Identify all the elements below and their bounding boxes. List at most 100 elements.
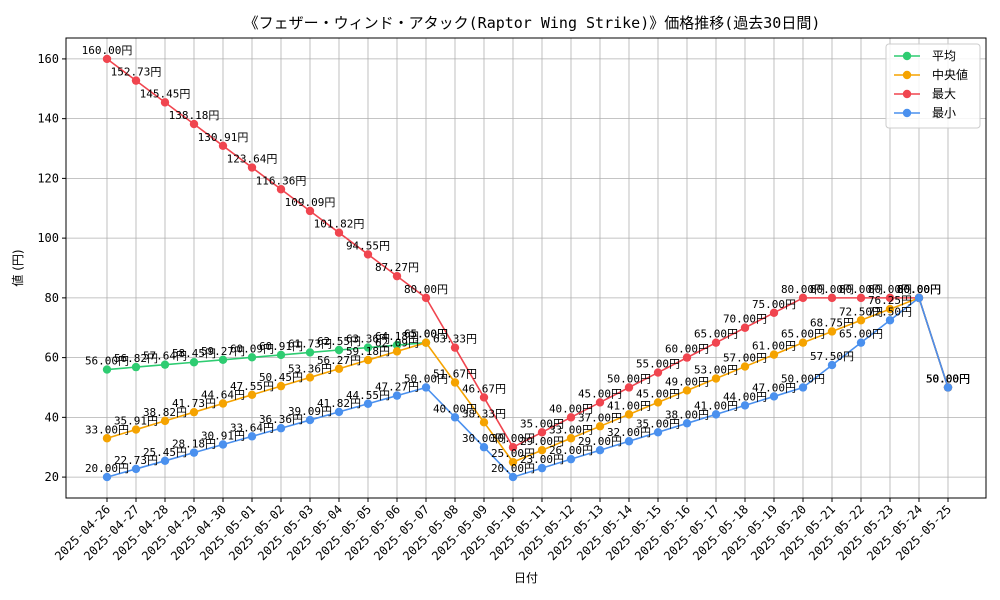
data-point [740, 323, 750, 332]
data-point [798, 338, 808, 347]
data-label: 63.33円 [433, 333, 477, 346]
legend-item: 最大 [894, 87, 956, 101]
data-point [537, 446, 547, 455]
y-tick-label: 160 [37, 52, 59, 66]
plot-area [65, 37, 987, 499]
data-label: 59.27円 [201, 345, 245, 358]
y-tick-label: 120 [37, 171, 59, 185]
data-point [247, 353, 257, 362]
data-label: 80.00円 [868, 283, 912, 296]
data-label: 80.00円 [839, 283, 883, 296]
data-point [363, 399, 373, 408]
data-label: 152.73円 [111, 66, 162, 79]
data-label: 80.00円 [897, 283, 941, 296]
data-label: 50.00円 [781, 372, 825, 385]
data-point [479, 418, 489, 427]
data-label: 44.55円 [346, 389, 390, 402]
data-point [798, 383, 808, 392]
y-tick-label: 60 [45, 351, 59, 365]
data-label: 50.00円 [607, 372, 651, 385]
y-axis-label: 値 (円) [10, 249, 25, 286]
data-labels: 56.00円56.82円57.64円58.45円59.27円60.09円60.9… [82, 44, 970, 475]
data-point [276, 381, 286, 391]
data-label: 123.64円 [227, 153, 278, 166]
data-point [334, 364, 344, 373]
data-point [160, 456, 170, 466]
data-label: 26.00円 [549, 444, 593, 457]
data-point [392, 347, 402, 356]
data-point [537, 463, 547, 473]
data-point [421, 338, 431, 347]
data-point [189, 119, 199, 129]
data-label: 62.09円 [375, 336, 419, 349]
legend-box [885, 43, 981, 129]
data-point [566, 413, 576, 422]
data-point [856, 338, 866, 347]
data-label: 60.91円 [259, 340, 303, 353]
data-point [682, 353, 692, 362]
data-point [624, 410, 634, 419]
data-label: 70.00円 [723, 313, 767, 326]
data-point [131, 425, 141, 434]
data-point [624, 383, 634, 392]
y-tick-label: 40 [45, 410, 59, 424]
data-label: 101.82円 [314, 218, 365, 231]
data-point [537, 428, 547, 437]
data-point [450, 378, 460, 387]
data-label: 23.00円 [520, 453, 564, 466]
data-label: 45.00円 [578, 387, 622, 400]
data-point [566, 454, 576, 464]
data-label: 29.00円 [520, 435, 564, 448]
data-label: 138.18円 [169, 109, 220, 122]
data-point [885, 293, 895, 303]
legend-marker [902, 51, 912, 61]
data-label: 53.36円 [288, 362, 332, 375]
data-label: 37.00円 [578, 411, 622, 424]
data-point [392, 340, 402, 350]
legend-marker [902, 108, 912, 118]
data-label: 41.73円 [172, 397, 216, 410]
data-label: 56.27円 [317, 354, 361, 367]
data-label: 59.18円 [346, 345, 390, 358]
data-point [276, 424, 286, 433]
data-point [160, 416, 170, 426]
y-tick-label: 20 [45, 470, 59, 484]
data-point [102, 434, 112, 443]
data-label: 60.09円 [230, 342, 274, 355]
legend-item: 最小 [894, 106, 956, 120]
data-point [943, 383, 953, 392]
data-label: 68.75円 [810, 316, 854, 329]
data-point [218, 399, 228, 408]
data-point [334, 345, 344, 355]
data-label: 29.00円 [578, 435, 622, 448]
data-label: 65.00円 [694, 328, 738, 341]
legend-marker [902, 89, 912, 99]
data-label: 50.00円 [926, 372, 970, 385]
series-lines [102, 54, 953, 482]
data-label: 80.00円 [810, 283, 854, 296]
data-point [102, 365, 112, 374]
data-label: 35.91円 [114, 415, 158, 428]
data-label: 76.25円 [868, 294, 912, 307]
data-label: 80.00円 [897, 283, 941, 296]
data-label: 53.00円 [694, 364, 738, 377]
legend-label: 最小 [932, 106, 956, 120]
data-point [827, 360, 837, 370]
data-point [624, 437, 634, 446]
data-label: 130.91円 [198, 131, 249, 144]
data-point [885, 316, 895, 325]
data-point [102, 54, 112, 64]
legend-label: 中央値 [932, 67, 968, 82]
data-label: 20.00円 [491, 462, 535, 475]
data-label: 58.45円 [172, 347, 216, 360]
data-point [334, 228, 344, 237]
data-point [653, 398, 663, 407]
data-point [276, 185, 286, 194]
y-axis: 20 40 60 80 100 120 140 160 [37, 52, 66, 484]
data-label: 61.73円 [288, 337, 332, 350]
data-label: 75.00円 [752, 298, 796, 311]
data-label: 51.67円 [433, 367, 477, 380]
data-label: 57.50円 [810, 350, 854, 363]
data-label: 50.00円 [404, 372, 448, 385]
series-3 [102, 293, 953, 482]
